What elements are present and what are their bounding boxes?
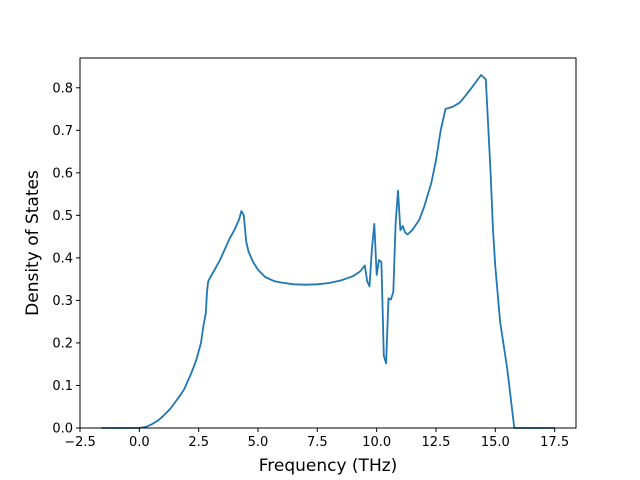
x-tick-label: 2.5 bbox=[188, 435, 209, 450]
y-tick-label: 0.8 bbox=[52, 81, 73, 96]
x-tick-label: −2.5 bbox=[64, 435, 96, 450]
y-tick-label: 0.3 bbox=[52, 294, 73, 309]
dos-series-line-0 bbox=[101, 74, 555, 429]
x-tick-label: 5.0 bbox=[248, 435, 269, 450]
plot-area bbox=[80, 58, 576, 428]
x-tick-label: 0.0 bbox=[129, 435, 150, 450]
y-tick-label: 0.5 bbox=[52, 209, 73, 224]
x-tick-label: 15.0 bbox=[481, 435, 510, 450]
x-tick-label: 7.5 bbox=[307, 435, 328, 450]
y-tick-label: 0.7 bbox=[52, 124, 73, 139]
x-axis-title: Frequency (THz) bbox=[259, 456, 398, 476]
x-tick-label: 12.5 bbox=[422, 435, 451, 450]
y-tick-label: 0.6 bbox=[52, 166, 73, 181]
y-axis-title: Density of States bbox=[23, 170, 43, 316]
y-tick-label: 0.2 bbox=[52, 336, 73, 351]
x-tick-label: 17.5 bbox=[540, 435, 569, 450]
x-tick-label: 10.0 bbox=[362, 435, 391, 450]
y-tick-label: 0.1 bbox=[52, 379, 73, 394]
plot-frame bbox=[79, 57, 577, 429]
y-tick-label: 0.4 bbox=[52, 251, 73, 266]
y-tick-label: 0.0 bbox=[52, 422, 73, 437]
